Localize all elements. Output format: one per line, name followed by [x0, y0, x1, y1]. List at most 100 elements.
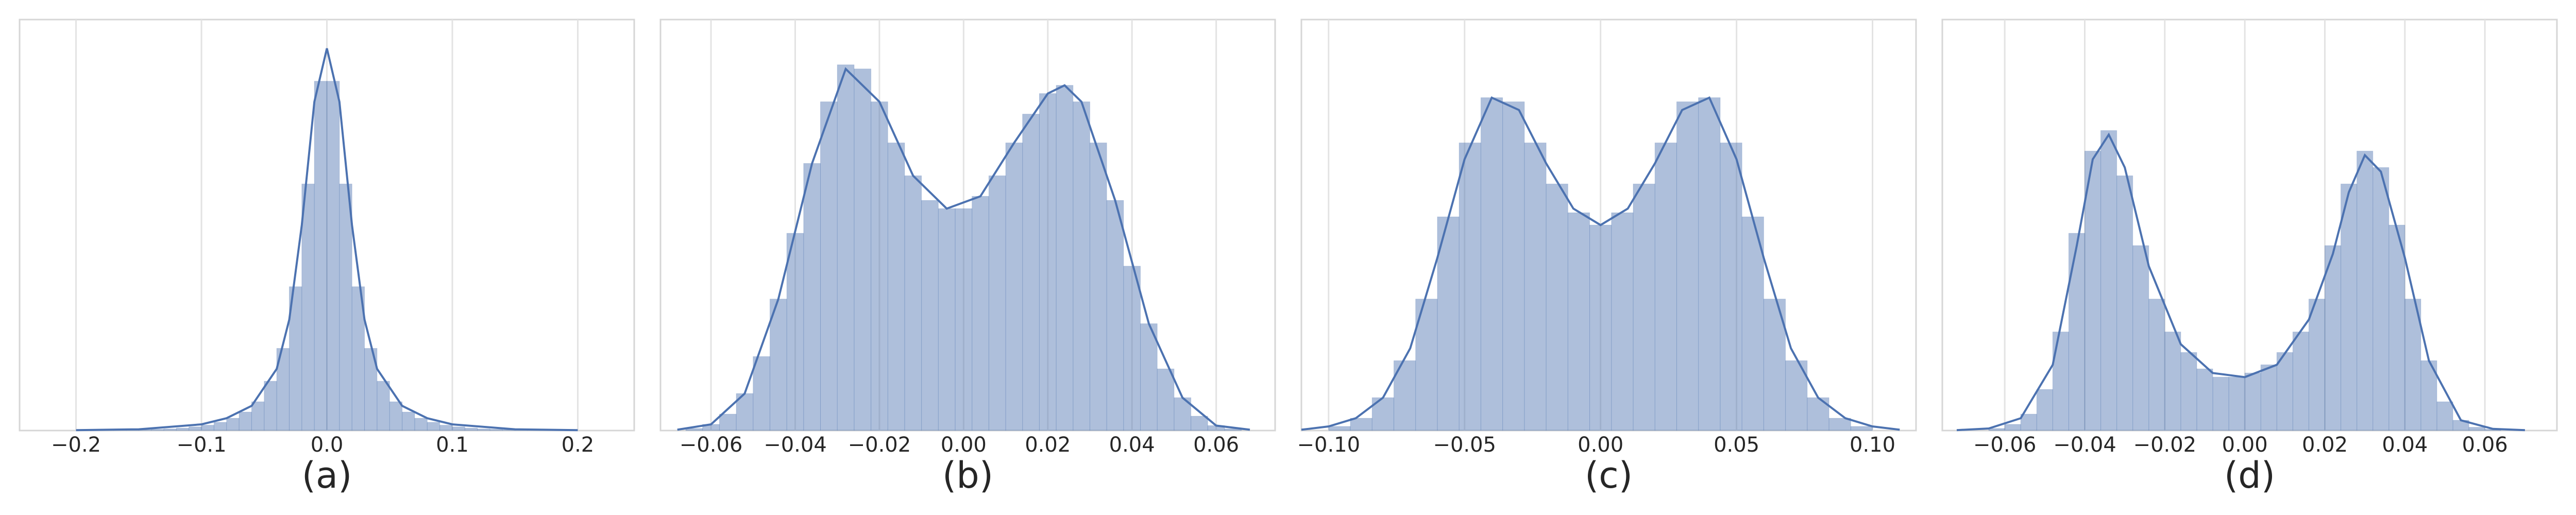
histogram-bar [2260, 364, 2277, 431]
x-tick-label: 0.06 [1193, 433, 1239, 457]
histogram-bar [1654, 142, 1677, 431]
histogram-bar [2357, 150, 2374, 431]
histogram-bar [251, 401, 265, 431]
histogram-bar [489, 429, 503, 431]
histogram-bar [1089, 142, 1107, 431]
plot-frame [1300, 19, 1917, 432]
panel-caption: (d) [2224, 454, 2275, 496]
x-tick-label: −0.10 [1297, 433, 1360, 457]
x-tick-label: 0.00 [2222, 433, 2268, 457]
plot-frame [1941, 19, 2558, 432]
x-tick-label: −0.04 [2053, 433, 2116, 457]
histogram-bar [871, 101, 888, 431]
histogram-bar [2292, 331, 2309, 431]
histogram-bar [189, 426, 202, 431]
histogram-bar [1988, 428, 2005, 431]
histogram-bar [176, 427, 190, 431]
histogram-bar [938, 208, 956, 431]
histogram-bar [972, 196, 989, 431]
histogram-bar [339, 183, 352, 431]
histogram-bar [1350, 418, 1372, 431]
histogram-bar [452, 426, 465, 431]
histogram-bar [301, 183, 315, 431]
histogram-bar [2388, 225, 2405, 431]
histogram-bar [213, 422, 227, 431]
histogram-bar [2180, 352, 2197, 431]
panel-caption: (a) [302, 454, 352, 496]
histogram-bar [820, 101, 838, 431]
histogram-bar [2036, 389, 2053, 431]
histogram-bar [389, 401, 403, 431]
kde-line [76, 48, 578, 432]
kde-line [677, 67, 1250, 431]
histogram-bar [1676, 101, 1699, 431]
x-tick-label: 0.00 [1578, 433, 1623, 457]
histogram-bar [803, 163, 821, 431]
histogram-bar [1106, 200, 1124, 431]
plot-frame [659, 19, 1276, 432]
histogram-bar [988, 175, 1006, 431]
histogram-bar [1140, 323, 1158, 431]
x-tick-label: 0.02 [1025, 433, 1071, 457]
histogram-bar [264, 381, 277, 431]
histogram-bar [1850, 426, 1873, 431]
histogram-bar [1328, 426, 1351, 431]
histogram-bar [201, 425, 214, 431]
histogram-bar [2020, 414, 2037, 431]
x-tick-label: −0.2 [51, 433, 101, 457]
histogram-bar [239, 411, 252, 431]
histogram-bar [2436, 401, 2453, 431]
histogram-bar [1005, 142, 1023, 431]
histogram-bar [1567, 212, 1590, 431]
histogram-bar [477, 428, 490, 431]
histogram-bar [1633, 183, 1655, 431]
histogram-bar [2404, 299, 2421, 431]
histogram-bar [685, 428, 703, 431]
x-tick-label: 0.0 [311, 433, 344, 457]
histogram-bar [1720, 142, 1742, 431]
histogram-bar [414, 418, 428, 431]
x-tick-label: −0.04 [764, 433, 827, 457]
x-tick-label: 0.04 [2382, 433, 2428, 457]
histogram-bar [2084, 150, 2102, 431]
histogram-bar [1741, 216, 1764, 431]
histogram-bar [2212, 376, 2229, 431]
histogram-bar [887, 142, 905, 431]
histogram-bar [786, 233, 804, 431]
histogram-bar [1524, 142, 1547, 431]
histogram-bar [439, 425, 453, 431]
histogram-bar [151, 429, 164, 431]
histogram-bar [427, 422, 440, 431]
histogram-bar [2132, 245, 2149, 431]
histogram-bar [904, 175, 922, 431]
x-tick-label: −0.05 [1433, 433, 1496, 457]
histogram-bar [2341, 183, 2358, 431]
histogram-bar [1480, 97, 1503, 431]
histogram-bar [402, 411, 415, 431]
x-tick-label: 0.2 [562, 433, 595, 457]
histogram-bar [2468, 427, 2485, 431]
panel-caption: (c) [1585, 454, 1633, 496]
histogram-bar [2372, 167, 2389, 431]
histogram-bar [854, 68, 872, 431]
histogram-bar [2068, 233, 2086, 431]
histogram-bar [719, 414, 737, 431]
histogram-bar [2196, 368, 2213, 431]
x-tick-label: −0.06 [1973, 433, 2037, 457]
histogram-bar [753, 356, 770, 431]
histogram-bar [2052, 331, 2069, 431]
histogram-bar [1459, 142, 1481, 431]
histogram-bar [2164, 331, 2181, 431]
histogram-bar [1022, 114, 1040, 431]
histogram-bar [1123, 266, 1141, 431]
histogram-bar [1546, 183, 1568, 431]
histogram-bar [1073, 101, 1090, 431]
histogram-bar [1191, 416, 1208, 431]
histogram-bar [2308, 299, 2326, 431]
kde-line [1301, 96, 1900, 431]
histogram-bar [2276, 352, 2293, 431]
histogram-bar [2004, 424, 2021, 431]
histogram-bar [2148, 299, 2165, 431]
x-tick-label: 0.02 [2302, 433, 2348, 457]
